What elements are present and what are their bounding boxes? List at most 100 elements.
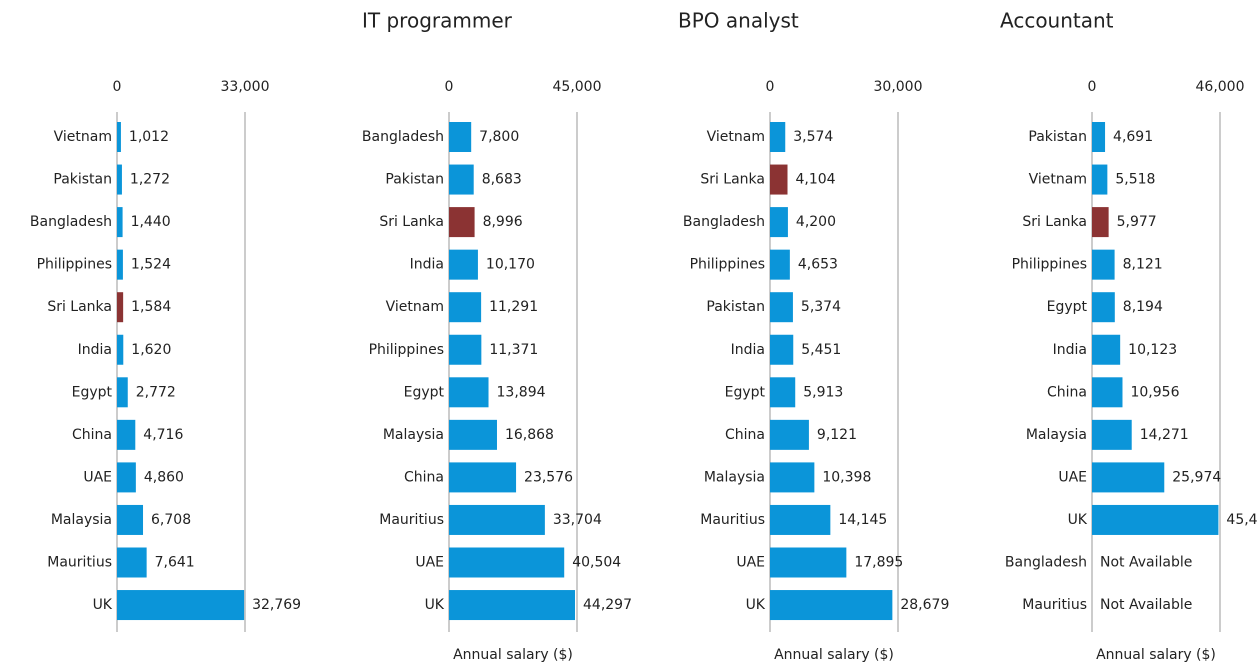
value-label: 4,200 bbox=[796, 214, 836, 230]
bar bbox=[770, 462, 815, 493]
bar bbox=[449, 249, 478, 280]
value-label: 7,641 bbox=[155, 555, 195, 571]
value-label: 17,895 bbox=[854, 555, 903, 571]
bar bbox=[449, 462, 517, 493]
y-tick-label: Bangladesh bbox=[683, 214, 765, 230]
value-label: 2,772 bbox=[136, 384, 176, 400]
x-tick-label: 0 bbox=[113, 79, 122, 95]
y-tick-label: Malaysia bbox=[1026, 427, 1087, 443]
bar bbox=[117, 590, 245, 621]
y-tick-label: Mauritius bbox=[1022, 597, 1087, 613]
bar bbox=[117, 547, 147, 578]
bar bbox=[449, 377, 489, 408]
bar bbox=[449, 590, 576, 621]
value-label: 33,704 bbox=[553, 512, 602, 528]
bar bbox=[117, 419, 136, 450]
bar bbox=[1092, 249, 1115, 280]
x-tick-label: 33,000 bbox=[221, 79, 270, 95]
y-tick-label: Vietnam bbox=[707, 129, 765, 145]
y-tick-label: Malaysia bbox=[704, 469, 765, 485]
bar bbox=[117, 504, 144, 535]
bar bbox=[1092, 164, 1108, 195]
y-tick-label: Philippines bbox=[37, 257, 112, 273]
value-label: 8,194 bbox=[1123, 299, 1163, 315]
value-label: 11,291 bbox=[489, 299, 538, 315]
value-label: 5,451 bbox=[801, 342, 841, 358]
y-tick-label: China bbox=[404, 469, 444, 485]
value-label: 25,974 bbox=[1172, 469, 1221, 485]
value-label: 5,913 bbox=[803, 384, 843, 400]
y-tick-label: Bangladesh bbox=[1005, 555, 1087, 571]
value-label: 5,374 bbox=[801, 299, 841, 315]
value-label: 13,894 bbox=[497, 384, 546, 400]
bar bbox=[1092, 122, 1106, 152]
y-tick-label: China bbox=[72, 427, 112, 443]
y-tick-label: UAE bbox=[736, 555, 765, 571]
y-tick-label: UK bbox=[1068, 512, 1088, 528]
y-tick-label: Philippines bbox=[369, 342, 444, 358]
value-label: 1,440 bbox=[131, 214, 171, 230]
y-tick-label: Malaysia bbox=[383, 427, 444, 443]
value-label: 10,123 bbox=[1128, 342, 1177, 358]
bar bbox=[770, 207, 788, 238]
y-tick-label: Egypt bbox=[72, 384, 113, 400]
bar bbox=[1092, 419, 1132, 450]
value-label: 32,769 bbox=[252, 597, 301, 613]
value-label: 1,584 bbox=[131, 299, 171, 315]
y-tick-label: India bbox=[1053, 342, 1087, 358]
y-tick-label: Malaysia bbox=[51, 512, 112, 528]
bar bbox=[117, 292, 124, 323]
value-label: 14,271 bbox=[1140, 427, 1189, 443]
value-label: 4,653 bbox=[798, 257, 838, 273]
bar bbox=[117, 462, 136, 493]
y-tick-label: Mauritius bbox=[379, 512, 444, 528]
bar bbox=[770, 547, 847, 578]
value-label: 45,434 bbox=[1226, 512, 1257, 528]
value-label: 3,574 bbox=[793, 129, 833, 145]
x-tick-label: 46,000 bbox=[1196, 79, 1245, 95]
y-tick-label: Pakistan bbox=[385, 172, 444, 188]
bar bbox=[1092, 377, 1123, 408]
y-tick-label: UK bbox=[93, 597, 113, 613]
y-tick-label: Pakistan bbox=[53, 172, 112, 188]
y-tick-label: Vietnam bbox=[54, 129, 112, 145]
bar bbox=[449, 334, 482, 365]
bar bbox=[449, 207, 475, 238]
panel-title: IT programmer bbox=[362, 9, 513, 33]
bar bbox=[449, 292, 482, 323]
y-tick-label: Sri Lanka bbox=[379, 214, 444, 230]
value-label: 16,868 bbox=[505, 427, 554, 443]
y-tick-label: Egypt bbox=[725, 384, 766, 400]
value-label: 8,996 bbox=[483, 214, 523, 230]
y-tick-label: Vietnam bbox=[1029, 172, 1087, 188]
y-tick-label: Philippines bbox=[1012, 257, 1087, 273]
y-tick-label: UAE bbox=[83, 469, 112, 485]
bar bbox=[117, 334, 124, 365]
bar bbox=[449, 122, 472, 152]
y-tick-label: Egypt bbox=[404, 384, 445, 400]
value-label: 10,170 bbox=[486, 257, 535, 273]
y-tick-label: Mauritius bbox=[700, 512, 765, 528]
y-tick-label: India bbox=[78, 342, 112, 358]
bar bbox=[1092, 462, 1165, 493]
x-axis-label: Annual salary ($) bbox=[453, 647, 573, 663]
y-tick-label: Sri Lanka bbox=[700, 172, 765, 188]
value-label: 1,524 bbox=[131, 257, 171, 273]
bar bbox=[117, 122, 121, 152]
value-label: 1,012 bbox=[129, 129, 169, 145]
value-label: 9,121 bbox=[817, 427, 857, 443]
x-tick-label: 0 bbox=[445, 79, 454, 95]
value-label: 14,145 bbox=[838, 512, 887, 528]
value-label: 8,683 bbox=[482, 172, 522, 188]
y-tick-label: UAE bbox=[415, 555, 444, 571]
value-label: 11,371 bbox=[489, 342, 538, 358]
x-tick-label: 30,000 bbox=[874, 79, 923, 95]
value-label: 10,398 bbox=[822, 469, 871, 485]
bar bbox=[770, 590, 893, 621]
x-tick-label: 0 bbox=[766, 79, 775, 95]
x-axis-label: Annual salary ($) bbox=[774, 647, 894, 663]
y-tick-label: China bbox=[1047, 384, 1087, 400]
y-tick-label: Mauritius bbox=[47, 555, 112, 571]
bar bbox=[770, 164, 788, 195]
